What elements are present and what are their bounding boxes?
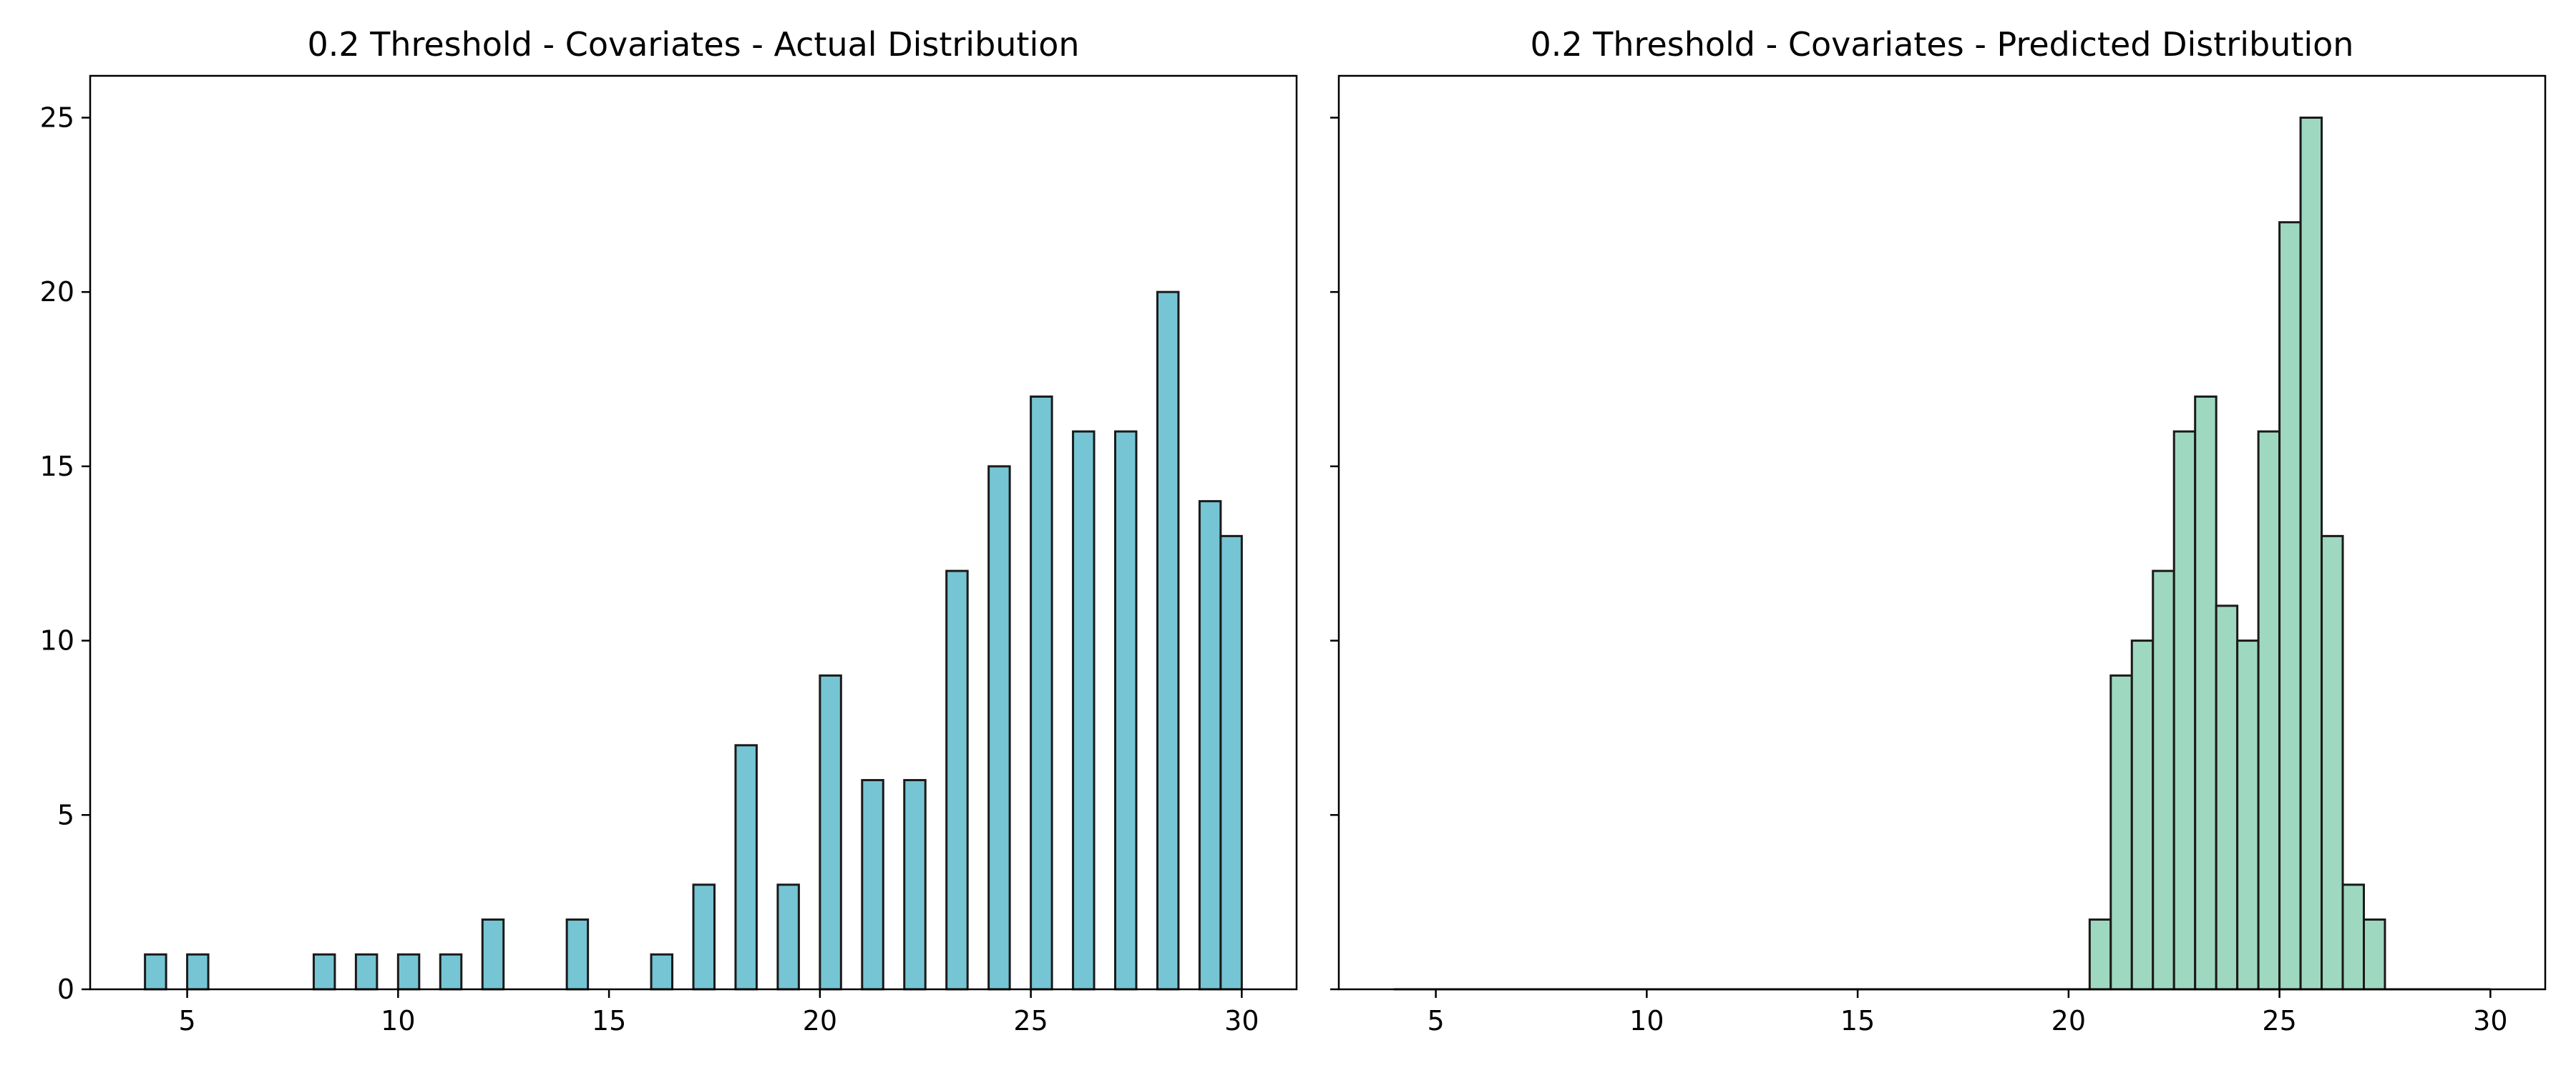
bar-actual xyxy=(903,779,927,991)
bar-actual xyxy=(1156,290,1180,991)
x-tick-label: 5 xyxy=(178,1005,195,1037)
x-tick-label: 25 xyxy=(1013,1005,1048,1037)
bar-actual xyxy=(396,953,421,991)
y-tick-label: 25 xyxy=(40,102,74,133)
bar-actual xyxy=(650,953,674,991)
bar-actual xyxy=(987,465,1011,991)
y-tick-label: 20 xyxy=(40,276,74,308)
y-tick-label: 5 xyxy=(57,799,74,831)
x-tick-label: 15 xyxy=(1840,1005,1875,1037)
y-tick-label: 15 xyxy=(40,451,74,482)
x-tick-label: 10 xyxy=(1629,1005,1664,1037)
bar-actual xyxy=(776,883,800,991)
x-tick-label: 10 xyxy=(381,1005,415,1037)
x-tick-label: 15 xyxy=(592,1005,626,1037)
chart-title-predicted: 0.2 Threshold - Covariates - Predicted D… xyxy=(1531,25,2354,64)
bar-predicted xyxy=(2341,883,2366,991)
bars-predicted xyxy=(2088,116,2386,991)
bar-actual xyxy=(861,779,884,991)
bar-actual xyxy=(819,674,842,991)
actual-distribution-chart: 0.2 Threshold - Covariates - Actual Dist… xyxy=(40,25,1298,1037)
bar-actual xyxy=(734,744,758,991)
predicted-distribution-chart: 0.2 Threshold - Covariates - Predicted D… xyxy=(1330,25,2547,1037)
bar-actual xyxy=(692,883,716,991)
bar-predicted xyxy=(2194,395,2218,991)
bar-predicted xyxy=(2130,640,2155,991)
bar-actual xyxy=(1030,395,1053,991)
x-tick-label: 20 xyxy=(803,1005,837,1037)
bar-actual xyxy=(945,569,969,991)
y-tick-label: 10 xyxy=(40,625,74,657)
bar-predicted xyxy=(2109,674,2133,991)
bar-actual xyxy=(186,953,210,991)
bar-predicted xyxy=(2215,604,2239,991)
bar-actual xyxy=(1198,500,1222,991)
plot-frame-predicted xyxy=(1337,74,2547,991)
y-tick-label: 0 xyxy=(57,974,74,1005)
bar-predicted xyxy=(2321,534,2344,991)
bar-actual xyxy=(1114,430,1138,991)
bar-actual xyxy=(481,918,505,991)
chart-title-actual: 0.2 Threshold - Covariates - Actual Dist… xyxy=(307,25,1079,64)
bar-actual xyxy=(565,918,590,991)
x-tick-label: 25 xyxy=(2262,1005,2296,1037)
bar-actual xyxy=(144,953,167,991)
bar-actual xyxy=(439,953,463,991)
plot-frame-actual xyxy=(89,74,1298,991)
bar-predicted xyxy=(2236,640,2260,991)
axes-actual: 5 10 15 20 25 30 0 5 10 15 20 25 xyxy=(40,102,1259,1037)
bar-predicted xyxy=(2299,116,2323,991)
bar-predicted xyxy=(2172,430,2197,991)
bar-actual xyxy=(312,953,336,991)
bar-actual xyxy=(1072,430,1096,991)
x-tick-label: 20 xyxy=(2051,1005,2086,1037)
x-tick-label: 5 xyxy=(1427,1005,1444,1037)
bar-predicted xyxy=(2278,221,2302,991)
x-tick-label: 30 xyxy=(2473,1005,2507,1037)
bars-actual xyxy=(144,290,1243,991)
bar-predicted xyxy=(2152,569,2175,991)
bar-predicted xyxy=(2088,918,2112,991)
bar-predicted xyxy=(2257,430,2281,991)
axes-predicted: 5 10 15 20 25 30 xyxy=(1330,117,2508,1037)
x-tick-label: 30 xyxy=(1224,1005,1259,1037)
bar-predicted xyxy=(2363,918,2386,991)
bar-actual xyxy=(354,953,379,991)
bar-actual xyxy=(1219,534,1243,991)
